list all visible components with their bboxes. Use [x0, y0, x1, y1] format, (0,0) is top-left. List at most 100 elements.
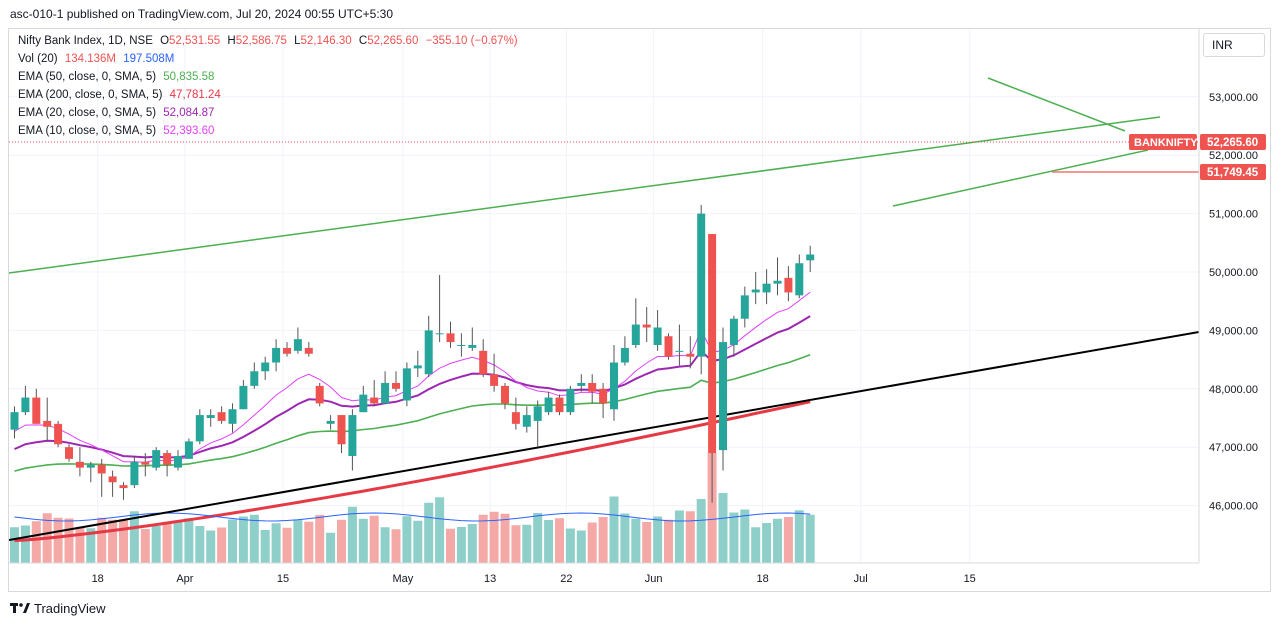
candle-body	[195, 415, 204, 442]
candle-body	[250, 371, 259, 386]
volume-bar	[217, 527, 227, 563]
volume-bar	[664, 519, 673, 563]
volume-bar	[119, 520, 128, 563]
candle-body	[402, 368, 411, 401]
volume-bar	[129, 511, 139, 563]
volume-bar	[751, 527, 761, 563]
volume-bar	[467, 524, 477, 563]
candle-body	[806, 254, 815, 261]
candle-body	[10, 412, 19, 430]
volume-bars	[10, 453, 815, 563]
candle-body	[740, 295, 749, 319]
support-trendline	[9, 331, 1199, 541]
candle-body	[653, 327, 662, 345]
volume-bar	[762, 523, 772, 563]
price-tick-label: 49,000.00	[1209, 325, 1258, 337]
candle-body	[719, 342, 727, 451]
candle-body	[184, 441, 193, 459]
candle-body	[664, 336, 673, 357]
legend-ema200-row: EMA (200, close, 0, SMA, 5) 47,781.24	[18, 89, 225, 101]
volume-bar	[522, 524, 532, 563]
volume-bar	[369, 515, 379, 563]
currency-selector[interactable]: INR	[1203, 33, 1265, 57]
candle-body	[751, 289, 760, 293]
volume-bar	[86, 528, 96, 563]
volume-bar	[10, 527, 19, 563]
time-tick-label: 13	[484, 573, 496, 585]
volume-bar	[380, 527, 390, 563]
volume-bar	[140, 529, 150, 563]
legend-ema20-value: 52,084.87	[163, 107, 215, 119]
candle-body	[620, 347, 629, 363]
candle-body	[65, 447, 73, 459]
time-tick-label: 22	[560, 573, 572, 585]
price-tick-label: 50,000.00	[1209, 267, 1258, 279]
chart-frame[interactable]	[8, 28, 1271, 592]
candle-body	[686, 353, 695, 357]
candle-body	[54, 423, 63, 445]
legend-vol-value: 134.136M	[64, 53, 116, 65]
candle-body	[293, 339, 302, 351]
candle-body	[272, 347, 281, 363]
price-tick-label: 48,000.00	[1209, 384, 1258, 396]
candle-body	[479, 350, 488, 375]
volume-bar	[31, 521, 41, 563]
volume-bar	[238, 516, 248, 563]
candle-body	[392, 382, 400, 389]
candle-body	[163, 453, 172, 465]
volume-bar	[108, 519, 118, 563]
volume-bar	[75, 527, 85, 563]
volume-bar	[402, 516, 412, 563]
candle-body	[130, 461, 139, 486]
legend-l-label: L	[294, 35, 301, 47]
candlesticks	[10, 204, 815, 503]
candle-body	[544, 397, 553, 413]
volume-bar	[337, 519, 346, 563]
channel-upper-trendline	[9, 116, 1161, 274]
candle-body	[784, 277, 793, 293]
candle-body	[501, 385, 509, 404]
volume-bar	[653, 516, 663, 563]
legend-high: 52,586.75	[235, 35, 287, 47]
ema10-line	[14, 291, 811, 463]
candle-body	[370, 397, 379, 404]
volume-bar	[456, 527, 466, 563]
legend-vol-label: Vol (20)	[18, 53, 58, 65]
volume-bar	[195, 526, 205, 563]
tradingview-logo-icon	[10, 602, 30, 613]
last-price-tag: 52,265.60	[1207, 137, 1258, 149]
tradingview-brand[interactable]: TradingView	[10, 601, 106, 616]
volume-bar	[783, 517, 793, 563]
volume-bar	[228, 519, 237, 563]
legend-change: −355.10 (−0.67%)	[425, 35, 518, 47]
candle-body	[228, 409, 237, 424]
legend-ema200-label: EMA (200, close, 0, SMA, 5)	[18, 89, 163, 101]
candle-body	[206, 415, 215, 418]
volume-bar	[674, 510, 684, 563]
candle-body	[141, 461, 150, 465]
candle-body	[729, 318, 738, 345]
time-tick-label: Apr	[176, 573, 193, 585]
publish-line: asc-010-1 published on TradingView.com, …	[10, 7, 394, 21]
legend-c-label: C	[358, 35, 368, 47]
candle-body	[588, 382, 597, 392]
time-tick-label: 18	[92, 573, 104, 585]
volume-bar	[544, 520, 554, 563]
legend-ema50-value: 50,835.58	[163, 71, 215, 83]
candle-body	[675, 350, 684, 352]
candle-body	[304, 347, 313, 354]
price-tick-label: 51,000.00	[1209, 209, 1258, 221]
legend-ema200-value: 47,781.24	[169, 89, 221, 101]
legend-vol-ma-value: 197.508M	[123, 53, 175, 65]
candle-body	[75, 461, 84, 468]
candle-body	[762, 283, 771, 293]
legend-close: 52,265.60	[367, 35, 419, 47]
candle-body	[337, 415, 346, 445]
candle-body	[446, 333, 455, 343]
brand-text: TradingView	[34, 601, 106, 616]
candle-body	[174, 455, 182, 468]
candle-body	[97, 464, 106, 474]
price-tick-label: 53,000.00	[1209, 92, 1258, 104]
candle-body	[697, 213, 706, 357]
